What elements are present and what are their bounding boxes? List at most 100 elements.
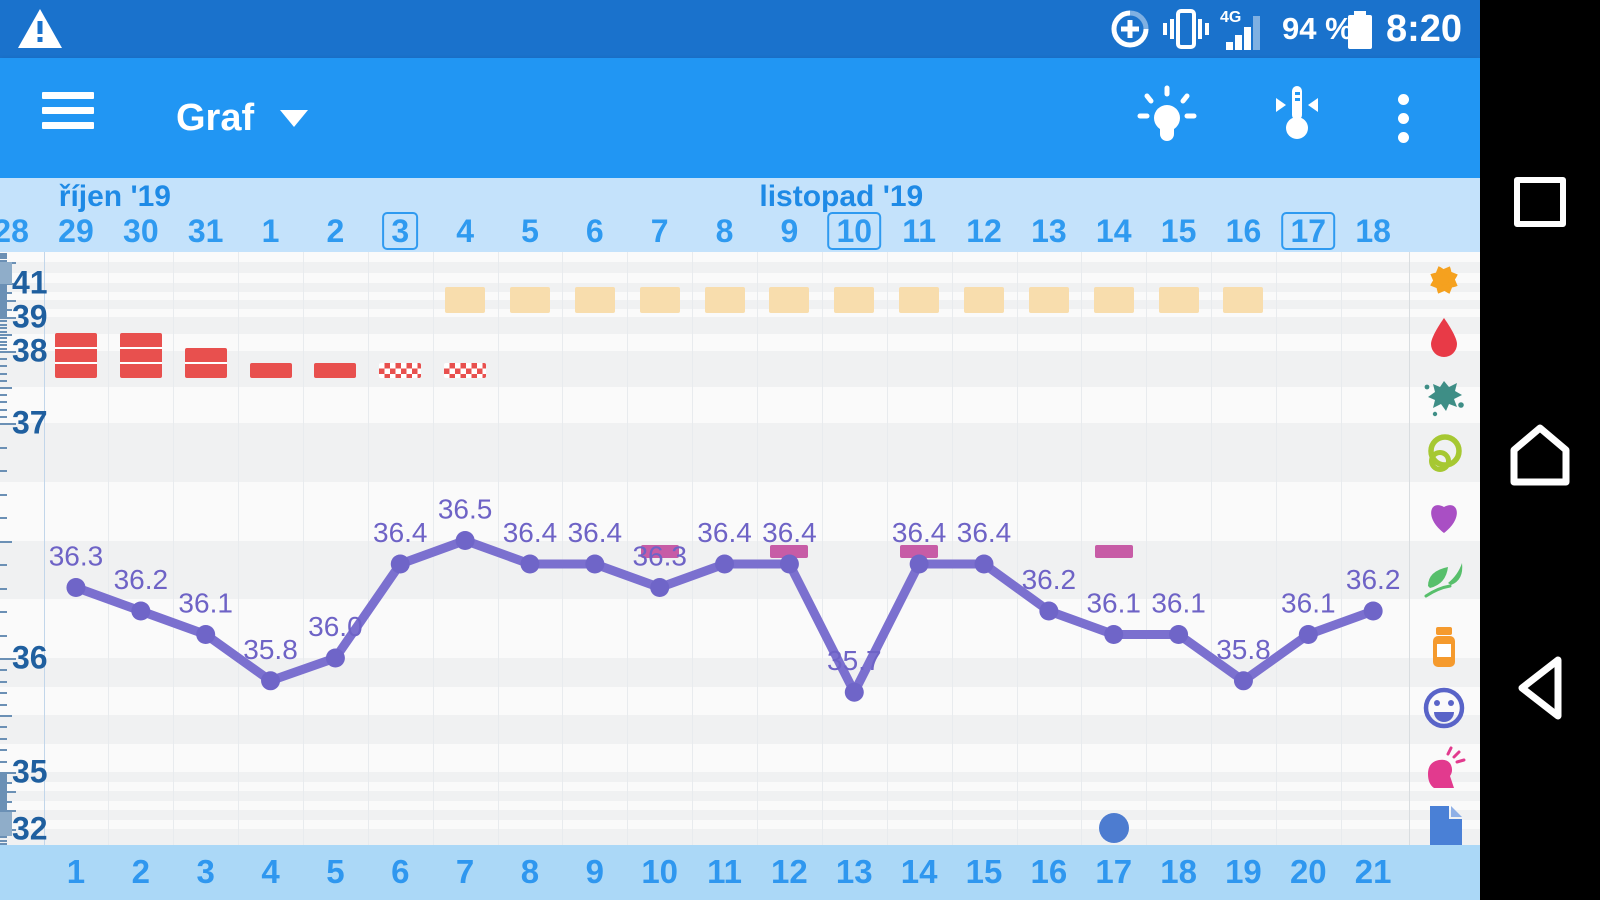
- home-button[interactable]: [1480, 420, 1600, 490]
- temperature-point[interactable]: [131, 601, 151, 621]
- axis-tick: [0, 798, 7, 801]
- pain-icon[interactable]: [1420, 744, 1468, 792]
- temperature-point[interactable]: [455, 531, 475, 550]
- thermometer-icon[interactable]: [1262, 80, 1332, 156]
- beige-day-mark[interactable]: [769, 287, 810, 313]
- pink-day-mark[interactable]: [900, 545, 939, 558]
- temperature-point[interactable]: [974, 554, 994, 574]
- cycle-day-number: 7: [455, 853, 475, 890]
- beige-day-mark[interactable]: [1093, 287, 1134, 313]
- temperature-point[interactable]: [1363, 601, 1383, 621]
- rings-icon[interactable]: [1420, 431, 1468, 479]
- temperature-point[interactable]: [261, 671, 281, 691]
- temperature-point[interactable]: [909, 554, 929, 574]
- cycle-day-number: 10: [641, 853, 679, 890]
- pink-day-mark[interactable]: [640, 545, 679, 558]
- temperature-point[interactable]: [66, 578, 86, 597]
- menstruation-mark[interactable]: [314, 363, 357, 379]
- beige-day-mark[interactable]: [509, 287, 550, 313]
- axis-tick-label: 32: [12, 810, 48, 846]
- date-label[interactable]: 30: [123, 213, 159, 249]
- temperature-point[interactable]: [715, 554, 735, 574]
- date-label[interactable]: 16: [1225, 213, 1262, 249]
- menu-icon[interactable]: [42, 92, 94, 136]
- temperature-point[interactable]: [650, 578, 670, 597]
- temperature-point[interactable]: [196, 625, 216, 644]
- flower-icon[interactable]: [1420, 256, 1468, 304]
- date-label[interactable]: 10: [827, 212, 882, 250]
- vertical-gridline: [1275, 252, 1277, 845]
- page-title: Graf: [176, 96, 255, 139]
- date-label[interactable]: 18: [1355, 213, 1391, 249]
- heart-icon[interactable]: [1420, 492, 1468, 540]
- recents-button[interactable]: [1480, 177, 1600, 227]
- beige-day-mark[interactable]: [834, 287, 875, 313]
- medicine-icon[interactable]: [1420, 623, 1468, 671]
- temperature-point[interactable]: [390, 554, 410, 574]
- date-label[interactable]: 13: [1031, 213, 1067, 249]
- date-label[interactable]: 12: [966, 213, 1002, 249]
- date-label[interactable]: 1: [261, 213, 280, 249]
- menstruation-mark[interactable]: [184, 348, 227, 379]
- smiley-icon[interactable]: [1420, 684, 1468, 732]
- back-button[interactable]: [1480, 652, 1600, 724]
- temperature-point[interactable]: [1169, 625, 1189, 644]
- beige-day-mark[interactable]: [1158, 287, 1199, 313]
- beige-day-mark[interactable]: [899, 287, 940, 313]
- beige-day-mark[interactable]: [574, 287, 615, 313]
- date-label[interactable]: 6: [585, 213, 604, 249]
- beige-day-mark[interactable]: [964, 287, 1004, 313]
- date-label[interactable]: 15: [1160, 213, 1197, 249]
- date-label[interactable]: 5: [521, 213, 539, 249]
- temperature-point[interactable]: [585, 554, 605, 574]
- temperature-value-label: 36.5: [438, 494, 493, 525]
- temperature-point[interactable]: [1039, 601, 1059, 621]
- beige-day-mark[interactable]: [445, 287, 486, 313]
- date-label[interactable]: 14: [1095, 213, 1132, 249]
- beige-day-mark[interactable]: [1028, 287, 1069, 313]
- date-label[interactable]: 2: [326, 213, 345, 249]
- date-label[interactable]: 11: [902, 213, 937, 249]
- date-label[interactable]: 8: [715, 213, 734, 249]
- menstruation-mark[interactable]: [119, 333, 162, 379]
- pink-day-mark[interactable]: [770, 545, 809, 558]
- date-label[interactable]: 28: [0, 213, 29, 249]
- note-icon[interactable]: [1420, 802, 1468, 850]
- temperature-point[interactable]: [1104, 625, 1124, 644]
- temperature-point[interactable]: [779, 554, 799, 574]
- drop-icon[interactable]: [1420, 314, 1468, 362]
- beige-day-mark[interactable]: [704, 287, 745, 313]
- tips-bulb-icon[interactable]: [1132, 80, 1202, 156]
- temperature-curve: 36.3 36.2 36.1 35.8 36.0 36.4 36.5 36.4 36.4 36.3…: [49, 494, 1400, 702]
- temperature-point[interactable]: [844, 682, 864, 702]
- date-label[interactable]: 3: [382, 212, 419, 250]
- chart-plot-area[interactable]: 41 39 38 37 36 35 32 36.3 36.2 36.1 35.8 36.0 36.4 36…: [0, 252, 1480, 845]
- pink-day-mark[interactable]: [1094, 545, 1133, 558]
- temperature-point[interactable]: [1233, 671, 1253, 691]
- temperature-point[interactable]: [520, 554, 540, 574]
- date-label[interactable]: 7: [650, 213, 669, 249]
- menstruation-mark[interactable]: [249, 363, 292, 379]
- date-label[interactable]: 17: [1281, 212, 1336, 250]
- splat-icon[interactable]: [1420, 372, 1468, 420]
- leaf-icon[interactable]: [1420, 554, 1468, 602]
- axis-tick: [0, 394, 7, 397]
- cycle-day-number: 2: [131, 853, 150, 890]
- overflow-menu-icon[interactable]: [1368, 80, 1438, 156]
- menstruation-mark[interactable]: [54, 333, 97, 379]
- beige-day-mark[interactable]: [639, 287, 680, 313]
- menstruation-spotting-mark[interactable]: [379, 363, 422, 379]
- cycle-day-number: 5: [326, 853, 345, 890]
- beige-day-mark[interactable]: [1223, 287, 1264, 313]
- date-label[interactable]: 29: [58, 213, 94, 249]
- date-label[interactable]: 9: [780, 213, 799, 249]
- temperature-point[interactable]: [1298, 625, 1318, 644]
- temperature-point[interactable]: [325, 648, 345, 668]
- note-dot[interactable]: [1098, 813, 1129, 843]
- date-label[interactable]: 31: [187, 213, 224, 249]
- date-label[interactable]: 4: [456, 213, 475, 249]
- axis-tick: [0, 791, 16, 793]
- menstruation-separator: [119, 362, 162, 365]
- menstruation-spotting-mark[interactable]: [444, 363, 487, 379]
- title-dropdown[interactable]: Graf: [176, 58, 309, 178]
